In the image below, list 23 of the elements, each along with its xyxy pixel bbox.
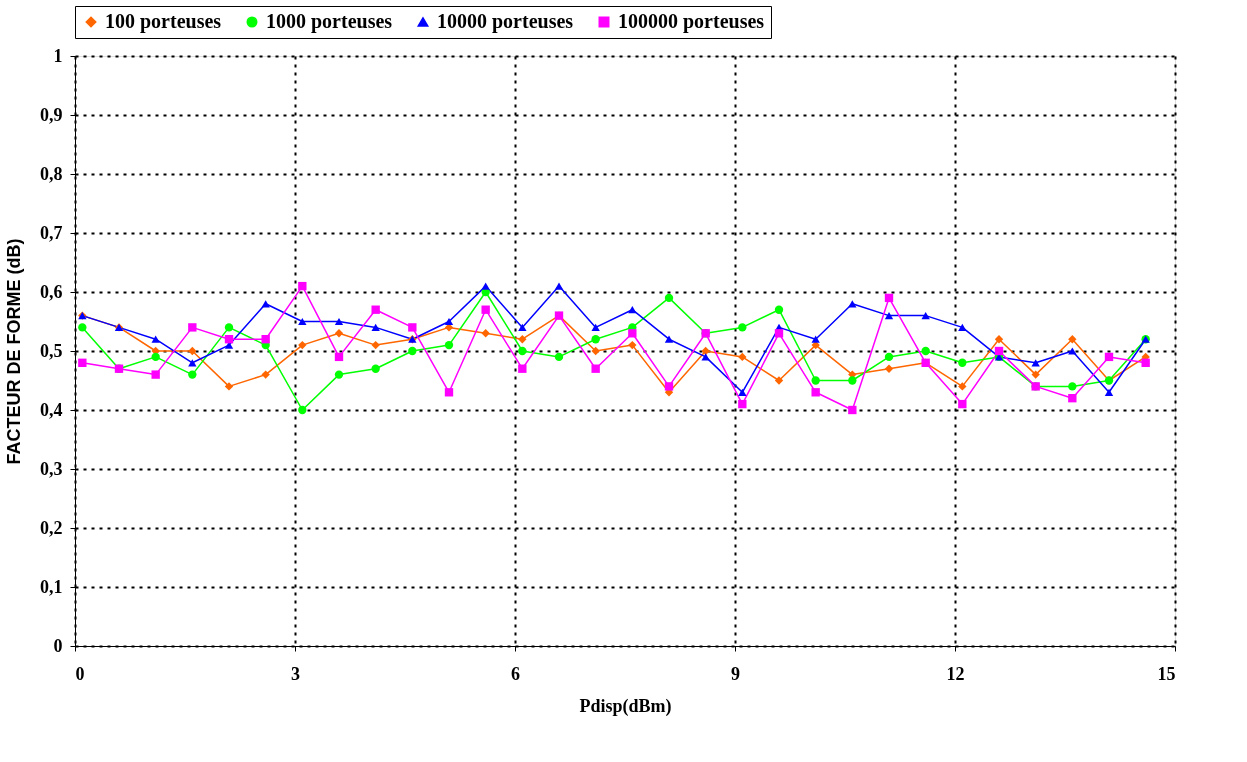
x-tick-label: 15 [1157,663,1176,684]
y-axis-title: FACTEUR DE FORME (dB) [4,238,24,465]
y-tick-label: 0,5 [40,340,63,361]
y-tick-label: 1 [53,45,63,66]
x-tick-label: 6 [511,663,520,684]
legend-label: 100 porteuses [105,10,222,33]
legend-label: 100000 porteuses [618,10,765,33]
y-tick-label: 0,2 [40,517,63,538]
x-tick-label: 12 [946,663,965,684]
y-tick-label: 0,7 [40,222,63,243]
y-tick-label: 0,3 [40,458,63,479]
y-tick-label: 0 [53,635,63,656]
x-tick-label: 0 [75,663,85,684]
legend-label: 1000 porteuses [266,10,393,33]
x-axis-title: Pdisp(dBm) [579,695,672,717]
x-tick-label: 3 [291,663,300,684]
y-tick-label: 0,4 [40,399,63,420]
x-tick-label: 9 [731,663,740,684]
y-tick-label: 0,9 [40,104,63,125]
y-tick-label: 0,6 [40,281,63,302]
y-tick-label: 0,8 [40,163,63,184]
y-tick-label: 0,1 [40,576,63,597]
legend-label: 10000 porteuses [437,10,574,33]
